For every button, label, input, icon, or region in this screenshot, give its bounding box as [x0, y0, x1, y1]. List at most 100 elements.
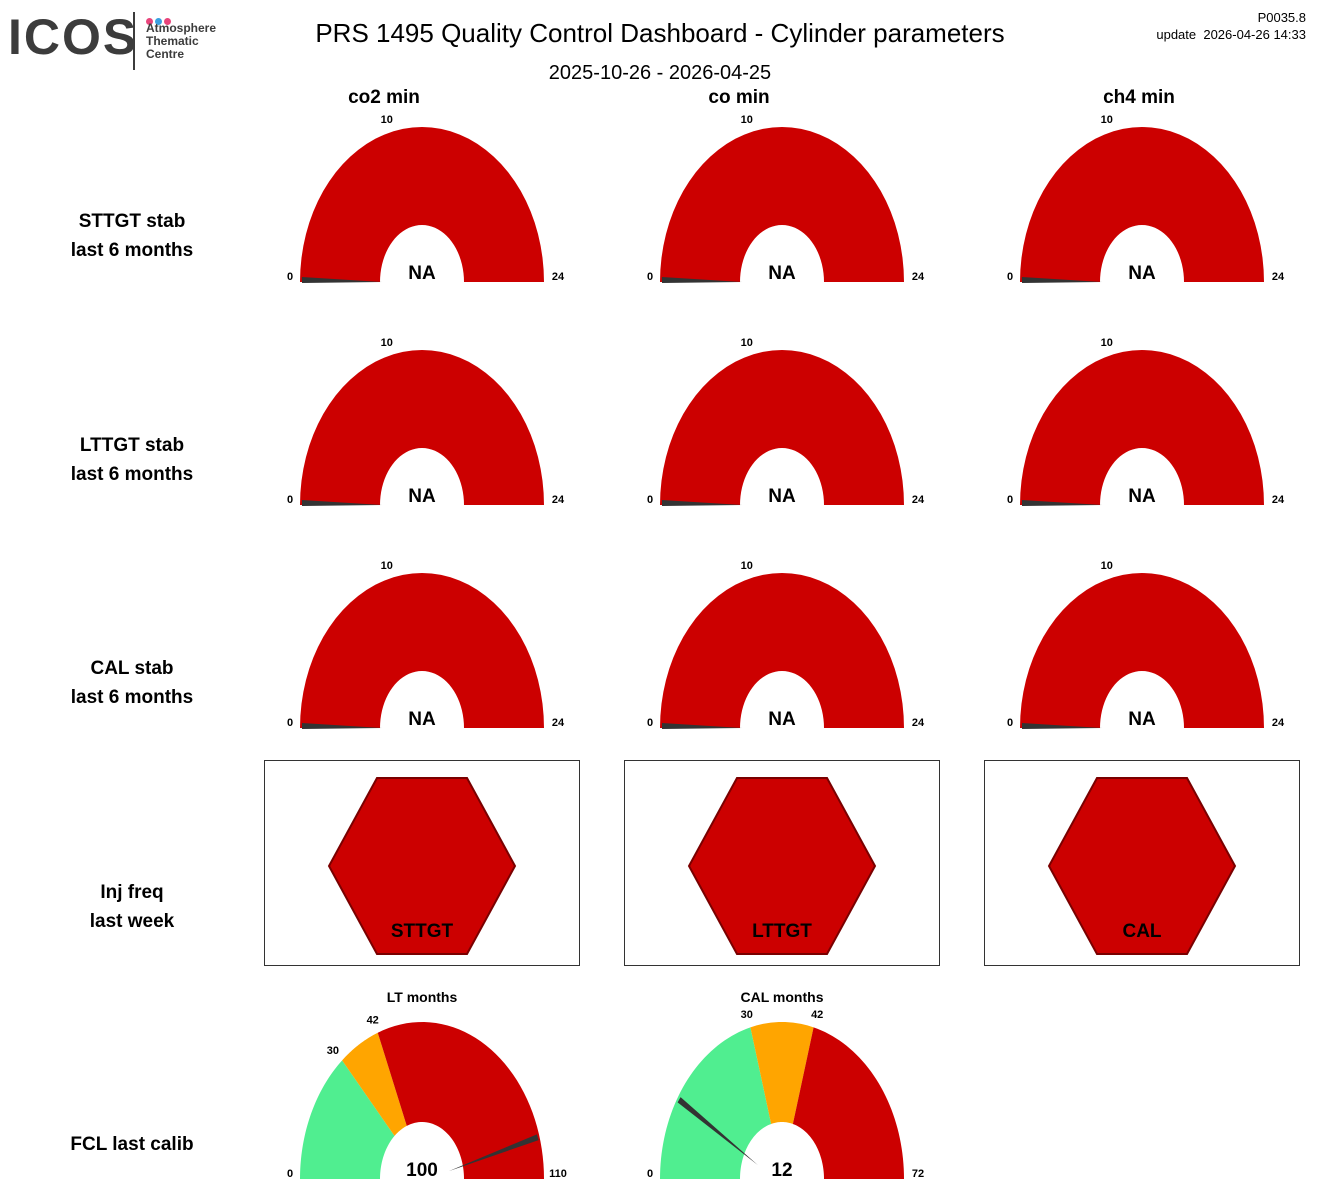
- gauge-tick-label: 0: [647, 494, 653, 506]
- row-label-fcl: FCL last calib: [0, 1130, 264, 1159]
- logo-dots: [146, 12, 173, 25]
- gauge-band: [750, 1022, 814, 1124]
- gauge-lttgt-co: 0 10 24 NA: [647, 337, 925, 507]
- inj-freq-panel-cal: CAL: [984, 760, 1300, 966]
- gauge-tick-label: 10: [1101, 337, 1113, 349]
- gauge-band: [1020, 350, 1264, 505]
- gauge-value-label: NA: [1128, 709, 1156, 730]
- gauge-needle: [662, 277, 742, 283]
- gauge-cal-co2: 0 10 24 NA: [287, 560, 565, 730]
- gauge-tick-label: 10: [1101, 114, 1113, 126]
- gauge-value-label: NA: [768, 486, 796, 507]
- gauge-lttgt-co2: 0 10 24 NA: [287, 337, 565, 507]
- gauge-band: [300, 127, 544, 282]
- gauge-tick-label: 0: [1007, 717, 1013, 729]
- row-label-line: Inj freq: [100, 882, 164, 903]
- row-label-line: CAL stab: [90, 658, 174, 679]
- row-label-lttgt: LTTGT stab last 6 months: [0, 431, 264, 489]
- hexagon-cal: CAL: [1047, 777, 1237, 955]
- gauge-sttgt-co: 0 10 24 NA: [647, 114, 925, 284]
- update-timestamp: update 2026-04-26 14:33: [1156, 27, 1306, 42]
- gauge-tick-label: 10: [381, 560, 393, 572]
- column-header-co: co min: [708, 87, 770, 108]
- gauge-sttgt-co2: 0 10 24 NA: [287, 114, 565, 284]
- gauge-title: CAL months: [741, 989, 824, 1005]
- hexagon-shape: [687, 777, 877, 955]
- gauge-tick-label: 72: [912, 1168, 924, 1180]
- gauge-tick-label: 10: [1101, 560, 1113, 572]
- gauge-tick-label: 0: [647, 1168, 653, 1180]
- row-label-inj-freq: Inj freq last week: [0, 878, 264, 936]
- row-label-cal: CAL stab last 6 months: [0, 654, 264, 712]
- logo-sub-line: Centre: [146, 47, 185, 61]
- gauge-tick-label: 24: [552, 271, 565, 283]
- row-label-line: LTTGT stab: [79, 435, 185, 456]
- gauge-band: [660, 1027, 772, 1179]
- version-label: P0035.8: [1257, 10, 1306, 25]
- gauge-tick-label: 0: [287, 494, 293, 506]
- gauge-needle: [662, 500, 742, 506]
- logo-subtitle: Atmosphere Thematic Centre: [146, 22, 216, 61]
- gauge-band: [660, 127, 904, 282]
- gauge-value-label: 100: [406, 1160, 438, 1181]
- gauge-tick-label: 0: [647, 271, 653, 283]
- row-label-line: last 6 months: [70, 464, 194, 485]
- logo-dot: [146, 18, 153, 25]
- hexagon-sttgt: STTGT: [327, 777, 517, 955]
- gauge-cal-co: 0 10 24 NA: [647, 560, 925, 730]
- gauge-tick-label: 30: [327, 1045, 339, 1057]
- gauge-title: LT months: [387, 989, 458, 1005]
- gauge-sttgt-ch4: 0 10 24 NA: [1007, 114, 1285, 284]
- logo-dot: [155, 18, 162, 25]
- gauge-tick-label: 24: [552, 494, 565, 506]
- gauge-value-label: 12: [771, 1160, 792, 1181]
- logo-dot: [164, 18, 171, 25]
- hexagon-label: STTGT: [391, 921, 454, 942]
- gauge-value-label: NA: [768, 709, 796, 730]
- gauge-band: [792, 1027, 904, 1179]
- gauge-tick-label: 0: [287, 271, 293, 283]
- gauge-needle: [662, 723, 742, 729]
- gauge-tick-label: 24: [1272, 717, 1285, 729]
- gauge-band: [300, 573, 544, 728]
- gauge-tick-label: 24: [912, 494, 925, 506]
- gauge-tick-label: 42: [367, 1015, 379, 1027]
- logo-sub-line: Atmosphere: [146, 21, 217, 35]
- gauge-cal-ch4: 0 10 24 NA: [1007, 560, 1285, 730]
- gauge-tick-label: 0: [647, 717, 653, 729]
- column-header-co2: co2 min: [348, 87, 420, 108]
- gauge-needle: [1022, 277, 1102, 283]
- gauge-value-label: NA: [1128, 263, 1156, 284]
- hexagon-shape: [1047, 777, 1237, 955]
- gauge-value-label: NA: [408, 486, 436, 507]
- gauge-tick-label: 110: [549, 1168, 567, 1180]
- inj-freq-panel-sttgt: STTGT: [264, 760, 580, 966]
- gauge-needle: [302, 723, 382, 729]
- row-label-line: STTGT stab: [78, 211, 186, 232]
- gauge-needle: [302, 500, 382, 506]
- gauge-band: [1020, 127, 1264, 282]
- row-label-line: FCL last calib: [70, 1134, 194, 1155]
- gauge-band: [660, 573, 904, 728]
- gauge-tick-label: 10: [381, 337, 393, 349]
- gauge-needle: [677, 1097, 758, 1165]
- gauge-band: [300, 1060, 395, 1179]
- gauge-value-label: NA: [408, 263, 436, 284]
- hexagon-lttgt: LTTGT: [687, 777, 877, 955]
- column-header-ch4: ch4 min: [1103, 87, 1175, 108]
- gauge-tick-label: 10: [741, 114, 753, 126]
- date-range: 2025-10-26 - 2026-04-25: [548, 62, 772, 84]
- dashboard-title: PRS 1495 Quality Control Dashboard - Cyl…: [315, 18, 1005, 48]
- gauge-tick-label: 10: [741, 560, 753, 572]
- gauge-band: [1020, 573, 1264, 728]
- gauge-needle: [1022, 500, 1102, 506]
- gauge-value-label: NA: [768, 263, 796, 284]
- gauge-tick-label: 24: [912, 271, 925, 283]
- gauge-tick-label: 10: [741, 337, 753, 349]
- gauge-value-label: NA: [1128, 486, 1156, 507]
- gauge-band: [300, 350, 544, 505]
- icos-logo: ICOS: [8, 9, 139, 65]
- gauge-lttgt-ch4: 0 10 24 NA: [1007, 337, 1285, 507]
- gauge-tick-label: 24: [1272, 271, 1285, 283]
- gauge-tick-label: 10: [381, 114, 393, 126]
